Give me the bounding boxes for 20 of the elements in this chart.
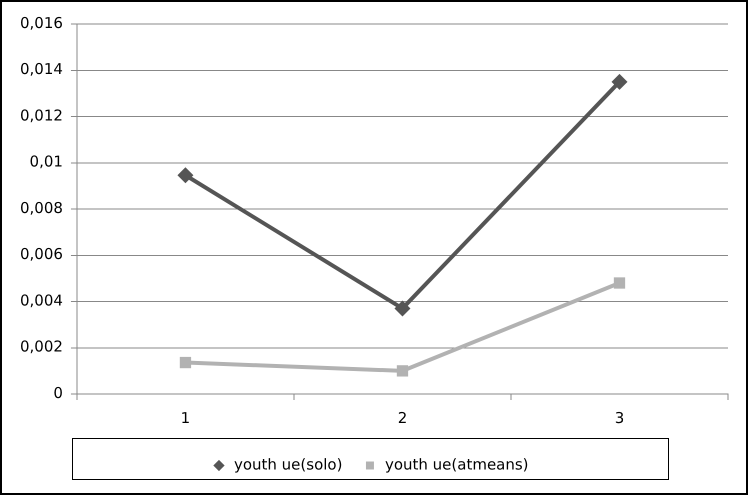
x-tick-label: 2 xyxy=(398,408,408,427)
y-tick-label: 0,002 xyxy=(20,338,63,356)
x-tick-label: 1 xyxy=(180,408,190,427)
x-tick-label: 3 xyxy=(614,408,624,427)
point xyxy=(177,167,194,184)
point xyxy=(180,356,192,368)
y-tick-label: 0,014 xyxy=(20,60,63,78)
y-tick-label: 0,016 xyxy=(20,14,63,32)
legend-label: youth ue(solo) xyxy=(234,455,342,474)
point xyxy=(614,277,626,289)
point xyxy=(611,74,628,90)
y-tick-label: 0,008 xyxy=(20,198,63,217)
y-tick-label: 0,004 xyxy=(20,291,63,310)
point xyxy=(396,365,408,377)
y-tick-label: 0 xyxy=(53,384,63,402)
legend-label: youth ue(atmeans) xyxy=(384,455,529,474)
y-tick-label: 0,012 xyxy=(20,106,63,124)
y-tick-label: 0,01 xyxy=(30,152,63,171)
y-tick-label: 0,006 xyxy=(20,245,63,264)
point xyxy=(394,300,410,316)
